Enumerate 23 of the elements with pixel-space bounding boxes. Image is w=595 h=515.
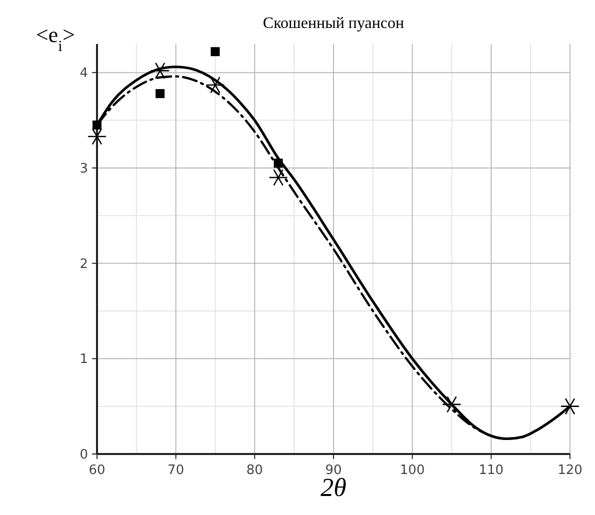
x-tick-label: 100 — [400, 463, 425, 478]
point — [156, 89, 165, 98]
x-tick-label: 80 — [246, 463, 263, 478]
y-tick-label: 4 — [80, 66, 88, 82]
point — [560, 398, 580, 415]
point — [206, 76, 225, 94]
y-axis-title: <e$_{i}$> — [36, 22, 75, 54]
y-tick-label: 1 — [80, 352, 88, 368]
chart-title: Скошенный пуансон — [262, 15, 405, 32]
x-tick-label: 70 — [168, 463, 184, 478]
point — [268, 169, 288, 186]
point — [150, 62, 170, 80]
point — [92, 120, 102, 130]
x-tick-label: 110 — [478, 463, 504, 478]
point — [274, 158, 283, 168]
y-tick-label: 0 — [80, 448, 88, 463]
y-tick-label: 3 — [80, 162, 88, 177]
y-tick-label: 2 — [80, 256, 88, 272]
point — [210, 47, 220, 56]
x-tick-label: 120 — [558, 463, 582, 478]
point — [442, 396, 462, 413]
x-tick-label: 60 — [88, 463, 106, 478]
point — [87, 128, 107, 145]
